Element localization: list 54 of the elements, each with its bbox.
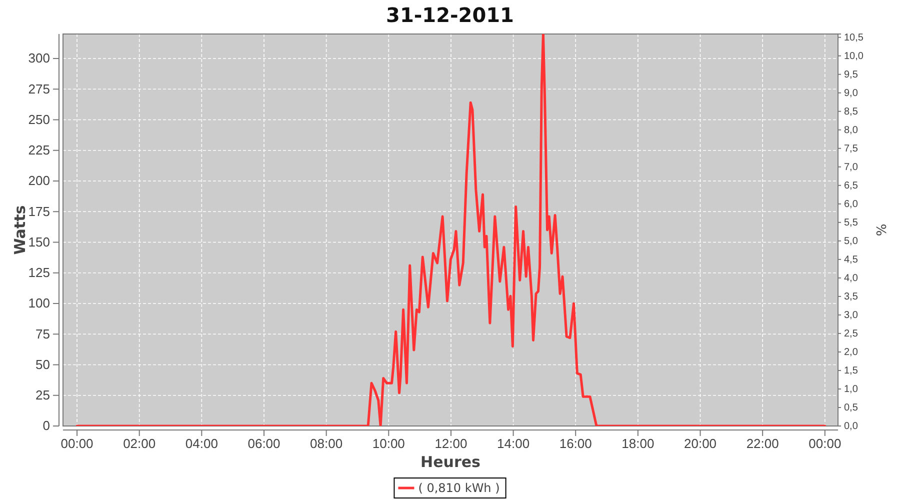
y2-tick-label: 1,5 <box>844 366 858 377</box>
y-tick-label: 200 <box>28 173 50 188</box>
y2-tick-label: 0,0 <box>844 421 858 432</box>
x-tick-label: 22:00 <box>746 436 779 452</box>
x-axis-title: Heures <box>420 453 481 471</box>
x-tick-label: 10:00 <box>372 436 405 452</box>
y-axis-title: Watts <box>11 205 29 255</box>
x-tick-label: 12:00 <box>434 436 468 452</box>
x-tick-label: 00:00 <box>60 436 94 452</box>
legend-label: ( 0,810 kWh ) <box>418 481 500 495</box>
y2-tick-label: 1,0 <box>844 384 858 396</box>
y-tick-label: 225 <box>28 142 50 158</box>
y2-tick-label: 9,0 <box>844 88 858 100</box>
y2-tick-label: 2,5 <box>844 328 858 340</box>
y2-tick-label: 0,5 <box>844 402 858 414</box>
y-tick-label: 50 <box>36 356 50 372</box>
y2-tick-label: 9,5 <box>844 70 858 81</box>
y2-tick-label: 2,0 <box>844 347 858 358</box>
x-tick-label: 14:00 <box>497 436 530 452</box>
y2-tick-label: 5,5 <box>844 218 858 229</box>
x-tick-label: 00:00 <box>808 436 842 452</box>
y-tick-label: 250 <box>28 112 50 127</box>
y-tick-label: 175 <box>28 204 50 219</box>
y2-tick-label: 7,0 <box>844 162 858 174</box>
y-tick-label: 300 <box>28 50 50 66</box>
y2-tick-label: 4,5 <box>844 254 858 266</box>
y2-tick-label: 3,0 <box>844 310 858 322</box>
y2-tick-label: 8,5 <box>844 106 858 118</box>
y2-tick-label: 6,5 <box>844 180 858 192</box>
y-tick-label: 125 <box>28 265 50 280</box>
x-tick-label: 08:00 <box>310 436 343 452</box>
y-tick-label: 75 <box>36 326 50 342</box>
x-tick-label: 16:00 <box>559 436 592 452</box>
x-tick-label: 18:00 <box>622 436 654 452</box>
y2-tick-label: 3,5 <box>844 292 858 303</box>
x-tick-label: 06:00 <box>248 436 280 452</box>
line-series <box>76 34 826 426</box>
y2-tick-label: 10,5 <box>844 32 864 44</box>
x-tick-label: 02:00 <box>123 436 156 452</box>
y2-tick-label: 7,5 <box>844 144 858 155</box>
y2-tick-label: 4,0 <box>844 273 858 284</box>
y-tick-label: 100 <box>28 296 50 311</box>
y2-tick-label: 5,0 <box>844 236 858 248</box>
y2-axis-title: % <box>875 224 890 236</box>
x-tick-label: 20:00 <box>684 436 717 452</box>
y2-tick-label: 6,0 <box>844 199 858 210</box>
y2-tick-label: 8,0 <box>844 125 858 136</box>
chart-title: 31-12-2011 <box>386 3 514 27</box>
y-tick-label: 25 <box>36 388 50 403</box>
y-tick-label: 275 <box>28 81 50 96</box>
y-tick-label: 0 <box>42 418 50 434</box>
y-tick-label: 150 <box>28 234 50 250</box>
y2-tick-label: 10,0 <box>844 51 864 62</box>
x-tick-label: 04:00 <box>185 436 218 452</box>
